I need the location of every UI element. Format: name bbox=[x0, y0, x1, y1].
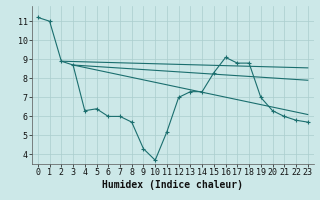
X-axis label: Humidex (Indice chaleur): Humidex (Indice chaleur) bbox=[102, 180, 243, 190]
